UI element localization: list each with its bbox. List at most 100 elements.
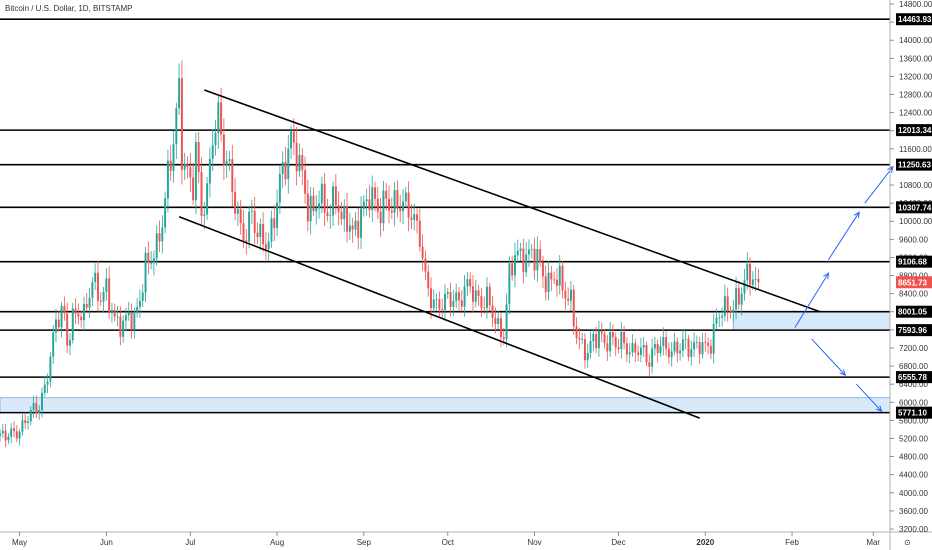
price-tick-label: 14000.00: [899, 36, 932, 45]
candle-body: [519, 248, 522, 251]
candle-body: [1, 430, 4, 434]
arrow-head: [853, 211, 860, 219]
price-tick-label: 11600.00: [899, 145, 932, 154]
candle-body: [670, 351, 673, 358]
candle-body: [250, 210, 253, 212]
candle-body: [270, 218, 273, 242]
candle-body: [695, 342, 698, 343]
price-tick-label: 7200.00: [899, 344, 928, 353]
candle-body: [276, 202, 279, 228]
candle-body: [155, 233, 158, 259]
projection-arrow[interactable]: [794, 273, 829, 328]
level-price-label: [896, 201, 932, 214]
candle-body: [609, 332, 612, 352]
candle-body: [301, 155, 304, 171]
candle-body: [620, 332, 623, 350]
price-tick-label: 13600.00: [899, 54, 932, 63]
candle-body: [80, 316, 83, 321]
candle-body: [653, 344, 656, 349]
candle-body: [472, 286, 474, 302]
candle-body: [463, 286, 466, 307]
time-tick-label: Feb: [785, 538, 799, 547]
candle-body: [150, 262, 153, 264]
candle-body: [452, 301, 455, 307]
candle-body: [466, 279, 469, 287]
projection-arrow[interactable]: [864, 166, 894, 204]
candle-body: [281, 162, 284, 174]
candle-body: [382, 190, 385, 224]
candle-body: [651, 348, 654, 367]
candle-body: [396, 190, 399, 209]
zone-rect[interactable]: [732, 311, 891, 331]
projection-arrow[interactable]: [828, 211, 860, 260]
candle-body: [312, 195, 315, 212]
level-price-label: [896, 406, 932, 419]
candle-body: [735, 288, 738, 310]
timezone-icon[interactable]: ⊙: [904, 538, 911, 547]
candle-body: [362, 201, 365, 209]
projection-arrows: [794, 166, 894, 413]
candle-body: [365, 199, 368, 202]
candle-body: [323, 183, 326, 213]
candle-body: [754, 278, 757, 280]
candle-body: [438, 299, 441, 310]
candle-body: [41, 392, 43, 411]
time-tick-label: Oct: [442, 538, 455, 547]
candle-body: [667, 348, 670, 358]
arrow-head: [875, 405, 883, 413]
candle-body: [351, 225, 354, 230]
candle-body: [499, 318, 502, 338]
candle-body: [273, 218, 276, 228]
candle-body: [441, 309, 444, 311]
projection-arrow[interactable]: [811, 338, 846, 376]
candle-body: [550, 272, 553, 280]
candle-body: [432, 299, 435, 309]
candle-body: [309, 195, 312, 222]
candle-body: [600, 331, 603, 334]
candle-body: [248, 211, 251, 242]
candle-body: [326, 212, 329, 216]
candle-body: [474, 290, 477, 302]
candle-body: [634, 343, 637, 353]
candle-body: [578, 337, 581, 340]
candle-body: [304, 170, 307, 194]
candle-body: [127, 312, 130, 316]
candle-body: [49, 356, 52, 382]
candle-body: [684, 338, 687, 340]
candle-body: [379, 211, 382, 224]
candle-body: [292, 131, 295, 143]
candle-body: [547, 272, 550, 293]
candle-body: [194, 141, 197, 201]
candle-body: [32, 403, 35, 410]
candle-body: [368, 199, 371, 211]
level-price-text: 14463.93: [898, 15, 932, 24]
candle-body: [169, 160, 172, 171]
candle-body: [220, 102, 223, 135]
candle-body: [693, 342, 696, 350]
candle-body: [494, 317, 497, 325]
candle-body: [133, 311, 136, 330]
candle-body: [144, 252, 147, 293]
candle-body: [430, 288, 432, 309]
time-tick-label: 2020: [696, 538, 714, 547]
candle-body: [231, 159, 234, 192]
candle-body: [505, 304, 508, 340]
channel-trendline[interactable]: [178, 215, 700, 419]
time-tick-label: Jul: [185, 538, 195, 547]
candle-body: [446, 292, 449, 294]
candle-body: [662, 337, 665, 346]
candle-body: [642, 345, 645, 348]
zone-rect[interactable]: [0, 397, 891, 414]
candle-body: [553, 279, 556, 281]
chart-title: Bitcoin / U.S. Dollar, 1D, BITSTAMP: [5, 4, 132, 13]
time-tick-label: Jun: [100, 538, 113, 547]
candle-body: [541, 262, 544, 277]
channel-trendline[interactable]: [204, 89, 821, 313]
price-tick-label: 6400.00: [899, 380, 928, 389]
level-price-text: 12013.34: [898, 126, 932, 135]
candle-body: [262, 224, 265, 245]
projection-arrow[interactable]: [856, 383, 882, 412]
candle-body: [410, 217, 413, 220]
